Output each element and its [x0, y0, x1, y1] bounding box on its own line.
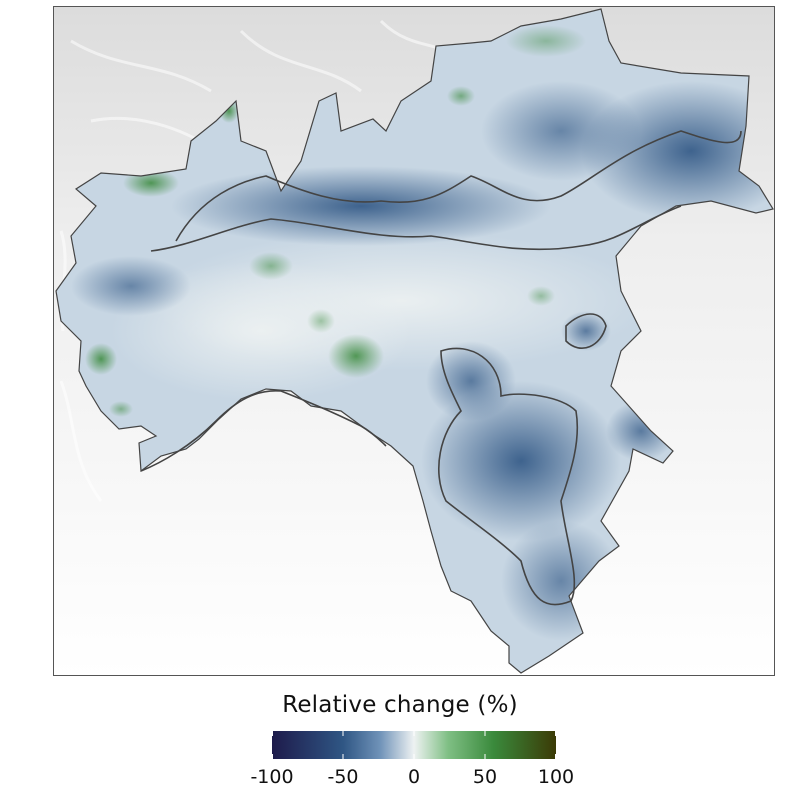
legend-title: Relative change (%) — [282, 692, 518, 718]
legend-colorbar — [272, 731, 556, 759]
colorbar-tick-marks — [272, 731, 556, 759]
relief-ridges — [59, 19, 472, 502]
legend-tick-label: -50 — [327, 766, 359, 788]
zone-outlines — [140, 130, 742, 606]
relative-change-map — [54, 7, 774, 675]
legend-tick-label: 50 — [472, 766, 498, 788]
legend-tick-label: 0 — [407, 766, 421, 788]
legend-tick-label: -100 — [250, 766, 294, 788]
legend-tick-label: 100 — [537, 766, 575, 788]
map-panel — [53, 6, 775, 676]
